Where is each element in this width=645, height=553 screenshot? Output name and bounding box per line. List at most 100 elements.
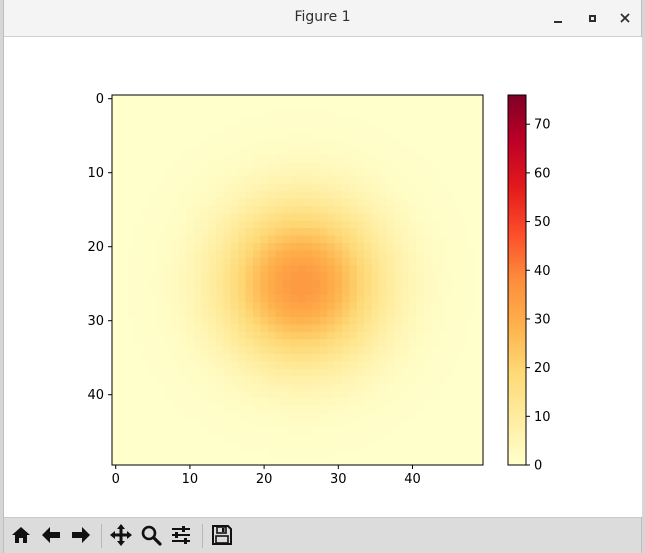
heatmap-cell [393,102,402,111]
heatmap-cell [171,146,180,155]
configure-subplots-button[interactable] [167,521,195,549]
heatmap-cell [453,250,462,259]
heatmap-cell [312,235,321,244]
heatmap-cell [208,361,217,370]
back-button[interactable] [37,521,65,549]
close-button[interactable] [614,8,636,28]
heatmap-cell [178,413,187,422]
heatmap-cell [453,265,462,274]
heatmap-cell [141,146,150,155]
heatmap-cell [431,405,440,414]
heatmap-cell [327,280,336,288]
heatmap-cell [186,176,195,185]
zoom-button[interactable] [137,521,165,549]
heatmap-cell [401,250,410,259]
heatmap-cell [230,354,239,362]
heatmap-cell [223,405,232,414]
heatmap-cell [119,198,128,207]
heatmap-cell [230,272,239,281]
heatmap-cell [386,272,395,281]
heatmap-cell [223,220,232,229]
save-button[interactable] [208,521,236,549]
heatmap-cell [223,287,232,296]
heatmap-cell [171,287,180,296]
heatmap-cell [401,183,410,192]
heatmap-cell [349,339,358,348]
heatmap-cell [223,139,232,148]
heatmap-cell [327,294,336,303]
heatmap-cell [445,280,454,288]
heatmap-cell [334,272,343,281]
heatmap-cell [297,368,306,377]
pan-button[interactable] [107,521,135,549]
heatmap-cell [319,139,328,148]
heatmap-cell [193,457,202,466]
heatmap-cell [342,265,351,274]
heatmap-cell [282,294,291,303]
heatmap-cell [438,257,447,266]
heatmap-cell [163,235,172,244]
heatmap-cell [245,420,254,429]
heatmap-cell [438,309,447,318]
heatmap-cell [312,139,321,148]
heatmap-cell [379,324,388,333]
maximize-button[interactable] [581,8,603,28]
heatmap-cell [312,198,321,207]
heatmap-cell [119,287,128,296]
heatmap-cell [119,139,128,148]
heatmap-cell [408,95,417,103]
heatmap-cell [201,368,210,377]
heatmap-cell [112,442,121,451]
heatmap-cell [238,132,247,140]
heatmap-cell [119,354,128,362]
heatmap-cell [438,376,447,385]
minimize-button[interactable] [547,8,569,28]
heatmap-cell [178,287,187,296]
heatmap-cell [349,213,358,222]
heatmap-cell [201,450,210,459]
heatmap-cell [275,413,284,422]
heatmap-cell [475,331,484,340]
heatmap-cell [319,420,328,429]
heatmap-cell [468,435,477,444]
heatmap-cell [112,265,121,274]
heatmap-cell [223,235,232,244]
heatmap-cell [223,339,232,348]
heatmap-cell [349,191,358,200]
heatmap-cell [193,442,202,451]
heatmap-cell [282,243,291,251]
heatmap-cell [445,354,454,362]
heatmap-cell [356,191,365,200]
heatmap-cell [149,109,158,118]
heatmap-cell [156,442,165,451]
forward-button[interactable] [67,521,95,549]
heatmap-cell [119,413,128,422]
heatmap-cell [201,265,210,274]
heatmap-cell [112,228,121,237]
heatmap-cell [438,368,447,377]
heatmap-cell [282,383,291,392]
heatmap-cell [208,206,217,214]
heatmap-cell [401,265,410,274]
heatmap-cell [453,361,462,370]
heatmap-cell [349,117,358,126]
heatmap-cell [267,339,276,348]
heatmap-cell [423,102,432,111]
heatmap-cell [223,183,232,192]
home-button[interactable] [7,521,35,549]
heatmap-cell [364,383,373,392]
heatmap-cell [290,235,299,244]
heatmap-cell [401,331,410,340]
heatmap-cell [319,183,328,192]
heatmap-cell [319,317,328,325]
window-title: Figure 1 [294,9,351,25]
heatmap-cell [460,228,469,237]
heatmap-cell [342,383,351,392]
heatmap-cell [163,413,172,422]
heatmap-cell [141,376,150,385]
heatmap-cell [230,257,239,266]
heatmap-cell [245,317,254,325]
colorbar-tick-label: 60 [534,166,551,181]
heatmap-cell [201,309,210,318]
heatmap-cell [475,206,484,214]
